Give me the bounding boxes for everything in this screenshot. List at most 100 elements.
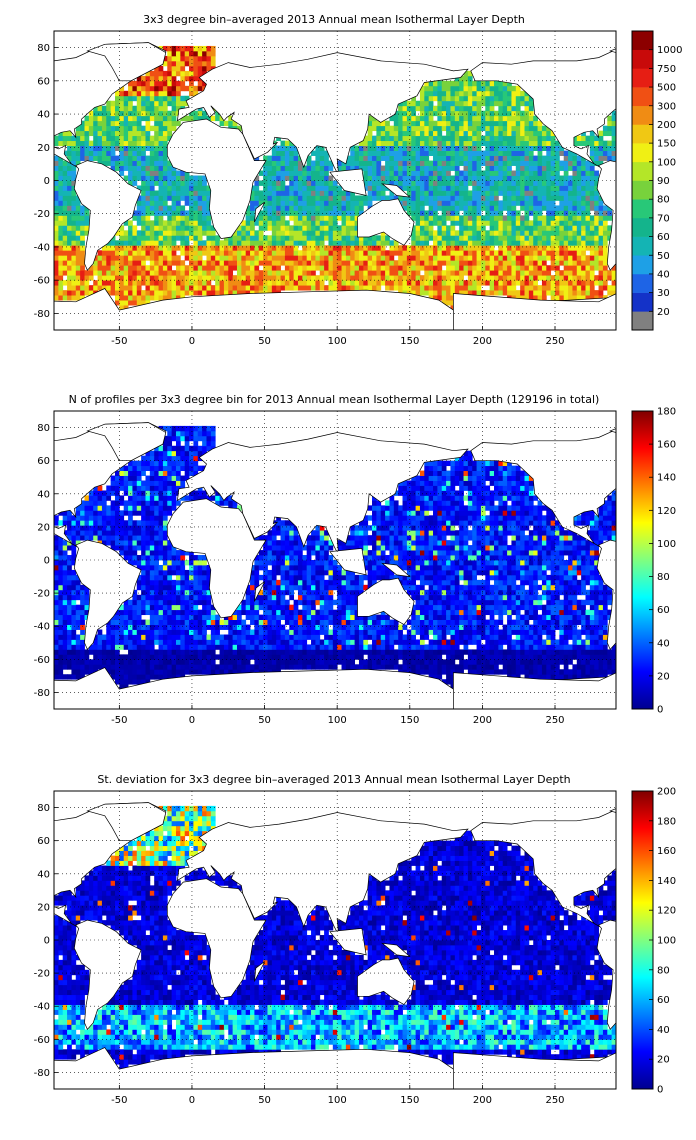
data-cell	[546, 150, 552, 156]
data-cell	[132, 275, 138, 281]
data-cell	[324, 659, 329, 665]
data-cell	[210, 285, 216, 291]
data-cell	[297, 160, 303, 166]
data-cell	[71, 195, 77, 201]
data-cell	[363, 250, 369, 256]
data-cell	[297, 190, 303, 196]
map-ild	[53, 30, 617, 331]
data-cell	[245, 205, 251, 211]
data-cell	[480, 90, 486, 97]
data-cell	[71, 225, 77, 231]
data-cell	[367, 120, 373, 127]
data-cell	[533, 295, 538, 301]
data-cell	[433, 270, 438, 276]
data-cell	[524, 145, 530, 151]
data-cell	[236, 649, 242, 655]
data-cell	[119, 95, 125, 102]
data-cell	[341, 210, 347, 216]
data-cell	[415, 649, 421, 655]
data-cell	[472, 125, 477, 132]
data-cell	[476, 250, 482, 256]
data-cell	[450, 649, 456, 655]
data-cell	[467, 100, 473, 107]
data-cell	[419, 140, 425, 147]
data-cell	[498, 140, 504, 147]
colorbar-block	[632, 255, 653, 275]
data-cell	[498, 290, 504, 296]
data-cell	[123, 245, 129, 251]
data-cell	[171, 105, 177, 112]
data-cell	[267, 649, 273, 655]
data-cell	[446, 215, 451, 221]
data-cell	[149, 75, 155, 82]
data-cell	[71, 215, 77, 221]
data-cell	[197, 85, 203, 92]
data-cell	[236, 250, 242, 256]
data-cell	[589, 175, 595, 181]
data-cell	[62, 165, 68, 171]
data-cell	[533, 669, 538, 675]
data-cell	[250, 290, 255, 296]
data-cell	[568, 255, 573, 261]
data-cell	[589, 664, 595, 670]
data-cell	[424, 125, 430, 132]
y-tick-label: -20	[34, 209, 50, 220]
data-cell	[363, 644, 369, 650]
data-cell	[419, 664, 425, 670]
data-cell	[106, 125, 112, 132]
data-cell	[454, 75, 460, 82]
data-cell	[524, 200, 530, 206]
data-cell	[480, 175, 486, 181]
data-cell	[594, 644, 599, 650]
data-cell	[350, 190, 356, 196]
data-cell	[454, 205, 460, 211]
data-cell	[58, 295, 64, 301]
data-cell	[537, 659, 543, 665]
data-cell	[433, 140, 438, 147]
data-cell	[354, 225, 360, 231]
data-cell	[167, 280, 173, 286]
data-cell	[463, 105, 469, 112]
data-cell	[559, 280, 565, 286]
data-cell	[202, 265, 207, 271]
data-cell	[433, 125, 438, 132]
data-cell	[533, 145, 538, 151]
data-cell	[71, 295, 77, 301]
data-cell	[433, 235, 438, 241]
data-cell	[158, 125, 164, 132]
data-cell	[489, 225, 495, 231]
data-cell	[559, 290, 565, 296]
data-cell	[572, 285, 578, 291]
data-cell	[398, 175, 403, 181]
data-cell	[258, 290, 264, 296]
data-cell	[114, 669, 120, 675]
data-cell	[402, 255, 408, 261]
data-cell	[58, 220, 64, 226]
data-cell	[128, 85, 133, 92]
data-cell	[284, 240, 290, 246]
data-cell	[167, 260, 173, 266]
data-cell	[58, 230, 64, 236]
data-cell	[110, 100, 116, 107]
data-cell	[494, 255, 499, 261]
data-cell	[289, 200, 295, 206]
data-cell	[450, 205, 456, 211]
data-cell	[315, 280, 321, 286]
data-cell	[119, 245, 125, 251]
colorbar-label: 60	[657, 232, 670, 243]
data-cell	[219, 285, 225, 291]
data-cell	[363, 165, 369, 171]
data-cell	[437, 145, 443, 151]
data-cell	[145, 205, 151, 211]
data-cell	[494, 150, 499, 156]
data-cell	[358, 659, 364, 665]
data-cell	[354, 280, 360, 286]
data-cell	[223, 250, 229, 256]
data-cell	[123, 155, 129, 161]
data-cell	[328, 230, 334, 236]
data-cell	[358, 270, 364, 276]
data-cell	[563, 265, 569, 271]
data-cell	[446, 275, 451, 281]
data-cell	[302, 170, 308, 176]
data-cell	[206, 275, 212, 281]
